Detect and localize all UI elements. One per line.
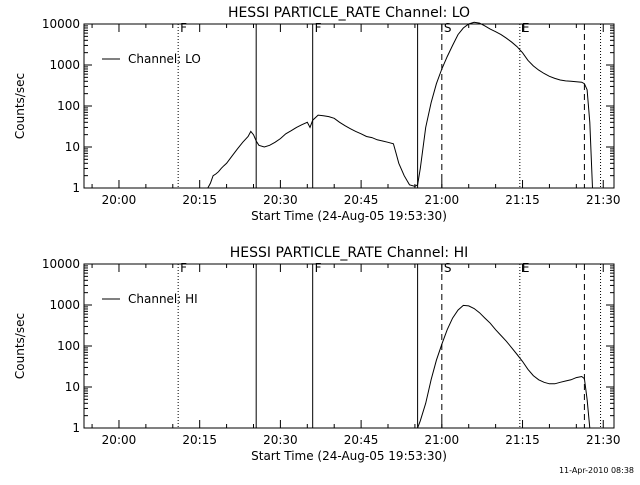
x-tick-label: 20:00 xyxy=(102,193,137,207)
x-tick-label: 21:15 xyxy=(505,433,540,447)
y-tick-label: 100 xyxy=(57,339,80,353)
series-line xyxy=(417,304,591,429)
plot-frame xyxy=(83,23,615,189)
x-axis-label: Start Time (24-Aug-05 19:53:30) xyxy=(251,209,447,223)
event-marker-label: F xyxy=(180,261,187,275)
x-tick-label: 21:00 xyxy=(425,193,460,207)
y-tick-label: 1000 xyxy=(49,298,80,312)
legend-entry: Channel: LO xyxy=(128,52,201,66)
legend-entry: Channel: HI xyxy=(128,292,198,306)
y-tick-label: 10 xyxy=(65,380,80,394)
x-tick-label: 20:45 xyxy=(344,193,379,207)
event-marker-label: E xyxy=(522,261,530,275)
event-marker-label: S xyxy=(444,261,452,275)
y-axis-label: Counts/sec xyxy=(13,73,27,139)
y-tick-label: 10000 xyxy=(42,257,80,271)
plot-timestamp: 11-Apr-2010 08:38 xyxy=(558,466,634,475)
x-tick-label: 20:15 xyxy=(182,433,217,447)
y-tick-label: 1 xyxy=(72,421,80,435)
y-tick-label: 1000 xyxy=(49,58,80,72)
y-tick-label: 10 xyxy=(65,140,80,154)
event-marker-label: S xyxy=(444,21,452,35)
event-marker-label: F xyxy=(315,21,322,35)
chart-title: HESSI PARTICLE_RATE Channel: LO xyxy=(228,5,470,21)
x-tick-label: 20:45 xyxy=(344,433,379,447)
x-tick-label: 20:15 xyxy=(182,193,217,207)
x-tick-label: 20:30 xyxy=(263,433,298,447)
plot-frame xyxy=(83,263,615,429)
event-marker-label: F xyxy=(315,261,322,275)
x-tick-label: 20:00 xyxy=(102,433,137,447)
y-tick-label: 1 xyxy=(72,181,80,195)
event-marker-label: F xyxy=(180,21,187,35)
x-axis-label: Start Time (24-Aug-05 19:53:30) xyxy=(251,449,447,463)
y-axis-label: Counts/sec xyxy=(13,313,27,379)
chart-title: HESSI PARTICLE_RATE Channel: HI xyxy=(230,245,468,261)
x-tick-label: 21:30 xyxy=(586,433,621,447)
y-tick-label: 100 xyxy=(57,99,80,113)
x-tick-label: 21:15 xyxy=(505,193,540,207)
y-tick-label: 10000 xyxy=(42,17,80,31)
event-marker-label: E xyxy=(522,21,530,35)
x-tick-label: 21:00 xyxy=(425,433,460,447)
series-line xyxy=(207,21,593,189)
x-tick-label: 21:30 xyxy=(586,193,621,207)
x-tick-label: 20:30 xyxy=(263,193,298,207)
